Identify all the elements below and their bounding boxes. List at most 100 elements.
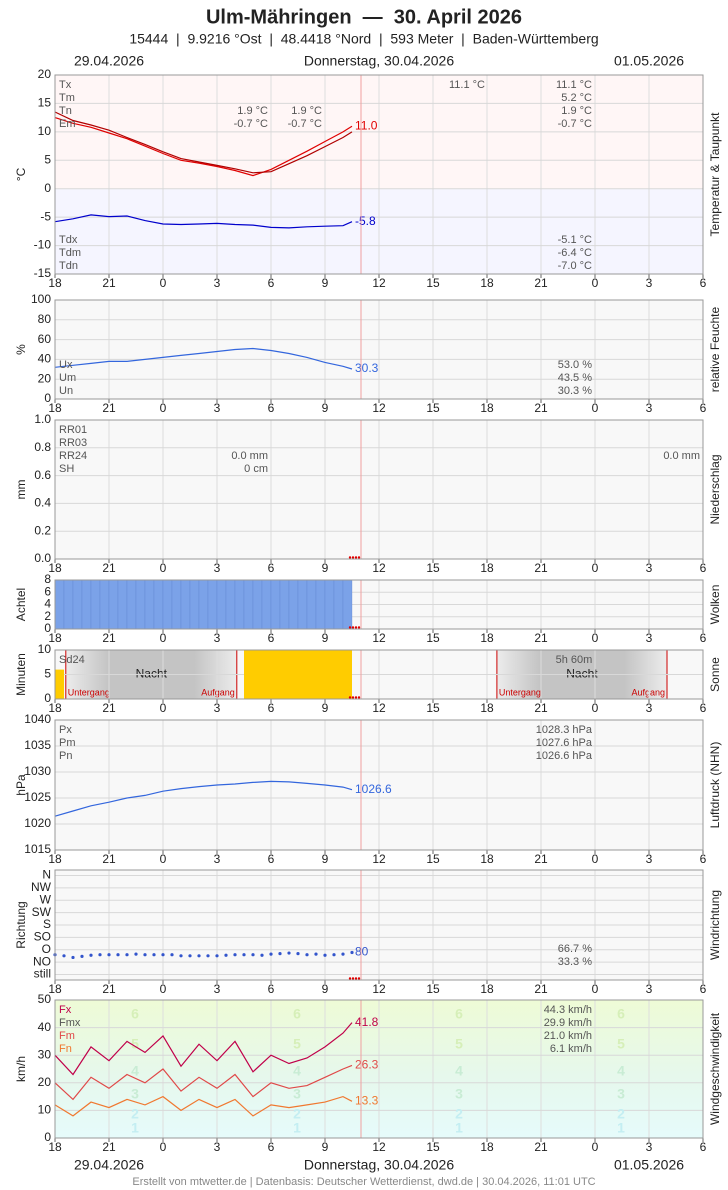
direction-dot [287, 951, 291, 955]
beaufort-label: 4 [293, 1063, 301, 1079]
info-text: Pn [59, 750, 72, 762]
bar [225, 579, 236, 630]
bar [63, 579, 74, 630]
info-text: 6.1 km/h [550, 1043, 592, 1055]
x-tick-label: 6 [700, 276, 707, 290]
x-tick-label: 21 [534, 401, 548, 415]
bar [306, 579, 317, 630]
direction-dot [71, 955, 75, 960]
date-left: 29.04.2026 [74, 53, 144, 69]
bar [316, 650, 325, 699]
info-text: Tn [59, 105, 72, 117]
x-tick-label: 0 [592, 631, 599, 645]
bar [307, 650, 316, 699]
plot-frame [54, 999, 704, 1139]
side-label: Windgeschwindigkeit [708, 1012, 722, 1125]
bar [234, 579, 245, 630]
x-tick-label: 12 [372, 701, 386, 715]
direction-dot [215, 954, 219, 958]
direction-dot [269, 952, 273, 956]
plot-frame [54, 419, 704, 560]
info-text: -0.7 °C [234, 118, 268, 130]
info-text: -7.0 °C [558, 260, 592, 272]
y-tick-label: 30 [38, 1047, 52, 1061]
x-tick-label: 12 [372, 276, 386, 290]
plot-frame [54, 299, 704, 400]
info-text: 0.0 mm [231, 450, 268, 462]
y-tick-label: still [34, 967, 51, 981]
x-tick-label: 18 [48, 276, 62, 290]
direction-dot [242, 953, 246, 957]
beaufort-label: 1 [617, 1120, 625, 1136]
info-text: 0.0 mm [663, 450, 700, 462]
beaufort-label: 2 [131, 1106, 139, 1122]
bar [180, 579, 191, 630]
info-text: 53.0 % [558, 359, 592, 371]
end-label: -5.8 [355, 214, 376, 228]
bar [126, 579, 137, 630]
x-tick-label: 18 [48, 631, 62, 645]
bar [343, 650, 352, 699]
y-tick-label: NO [33, 954, 51, 968]
missing-marker [357, 977, 361, 980]
x-tick-label: 21 [102, 1140, 116, 1154]
missing-marker [357, 626, 361, 629]
info-text: 0 cm [244, 463, 268, 475]
x-tick-label: 0 [160, 276, 167, 290]
x-tick-label: 15 [426, 401, 440, 415]
y-tick-label: 40 [38, 352, 52, 366]
end-label: 30.3 [355, 361, 379, 375]
direction-dot [134, 952, 138, 956]
x-tick-label: 9 [322, 852, 329, 866]
x-tick-label: 6 [700, 401, 707, 415]
y-tick-label: 40 [38, 1020, 52, 1034]
beaufort-label: 2 [293, 1106, 301, 1122]
y-tick-label: -5 [40, 209, 51, 223]
x-tick-label: 6 [268, 701, 275, 715]
sunset-label: Untergang [68, 687, 110, 697]
x-tick-label: 3 [214, 401, 221, 415]
y-tick-label: 0 [44, 1130, 51, 1144]
beaufort-label: 5 [455, 1036, 463, 1052]
y-tick-label: 15 [38, 96, 52, 110]
direction-dot [161, 953, 165, 957]
missing-marker [348, 556, 352, 559]
x-tick-label: 21 [534, 631, 548, 645]
series-line [54, 1095, 353, 1117]
direction-dot [107, 953, 111, 957]
sunset-label: Untergang [499, 687, 541, 697]
y-tick-label: 1035 [24, 738, 51, 752]
x-tick-label: 3 [646, 401, 653, 415]
beaufort-label: 4 [455, 1063, 463, 1079]
direction-dot [332, 953, 336, 957]
date-center: Donnerstag, 30.04.2026 [304, 53, 454, 69]
side-label: Luftdruck (NHN) [708, 742, 722, 829]
x-tick-label: 18 [48, 701, 62, 715]
x-tick-label: 6 [700, 852, 707, 866]
x-tick-label: 3 [214, 561, 221, 575]
direction-dot [179, 954, 183, 958]
x-tick-label: 0 [592, 276, 599, 290]
y-tick-label: 8 [44, 572, 51, 586]
beaufort-label: 6 [131, 1006, 139, 1022]
info-text: 1.9 °C [561, 105, 592, 117]
x-tick-label: 21 [102, 561, 116, 575]
direction-dot [224, 953, 228, 957]
x-tick-label: 21 [534, 982, 548, 996]
x-tick-label: 3 [214, 982, 221, 996]
end-label: 1026.6 [355, 782, 392, 796]
beaufort-label: 6 [455, 1006, 463, 1022]
bar [298, 650, 307, 699]
end-label: 41.8 [355, 1015, 379, 1029]
info-text: Fn [59, 1043, 72, 1055]
x-tick-label: 0 [160, 1140, 167, 1154]
missing-marker [348, 626, 352, 629]
bar [153, 579, 164, 630]
bar [325, 650, 334, 699]
y-tick-label: 1025 [24, 790, 51, 804]
bar [216, 579, 227, 630]
missing-marker [357, 556, 361, 559]
beaufort-label: 3 [293, 1086, 301, 1102]
y-tick-label: 5 [44, 152, 51, 166]
